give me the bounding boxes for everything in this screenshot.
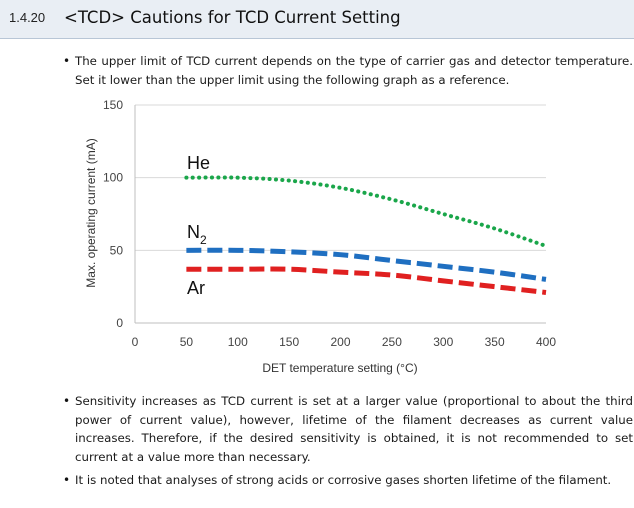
section-number: 1.4.20: [9, 10, 46, 25]
x-tick-label: 150: [279, 335, 299, 349]
y-axis-title: Max. operating current (mA): [84, 138, 98, 287]
x-tick-label: 300: [433, 335, 453, 349]
series-label-he: He: [187, 153, 210, 173]
x-axis-title: DET temperature setting (°C): [262, 361, 417, 375]
bullet-text-gas-limit: The upper limit of TCD current depends o…: [75, 54, 633, 87]
y-tick-label: 150: [103, 98, 123, 112]
x-tick-label: 100: [228, 335, 248, 349]
series-line-he: [184, 175, 548, 248]
bullet-text-sensitivity: Sensitivity increases as TCD current is …: [75, 394, 633, 464]
bullet-text-corrosive: It is noted that analyses of strong acid…: [75, 473, 612, 487]
y-tick-label: 0: [116, 316, 123, 330]
series-label-ar: Ar: [187, 278, 205, 298]
bullet-marker: •: [63, 394, 71, 408]
bullet-marker: •: [63, 473, 71, 487]
x-tick-label: 200: [330, 335, 350, 349]
chart-axes: 0 50 100 150 0 50 100 150 200 250 300 350 400: [103, 98, 556, 349]
y-tick-label: 50: [110, 243, 124, 257]
current-limit-chart: 0 50 100 150 0 50 100 150 200 250 300 350 400 He N2 Ar…: [84, 98, 556, 375]
series-line-ar: [186, 266, 547, 295]
chart-series: [184, 175, 548, 295]
x-tick-label: 350: [485, 335, 505, 349]
chart-gridlines: [135, 104, 546, 251]
x-tick-label: 250: [382, 335, 402, 349]
bullet-marker: •: [63, 54, 71, 68]
section-header: 1.4.20 <TCD> Cautions for TCD Current Se…: [0, 0, 634, 39]
series-label-n2: N2: [187, 222, 207, 247]
section-title: <TCD> Cautions for TCD Current Setting: [64, 8, 401, 27]
series-line-n2: [186, 247, 547, 282]
chart-series-labels: He N2 Ar: [187, 153, 210, 298]
x-tick-label: 400: [536, 335, 556, 349]
x-tick-label: 0: [132, 335, 139, 349]
y-tick-label: 100: [103, 171, 123, 185]
x-tick-label: 50: [180, 335, 194, 349]
